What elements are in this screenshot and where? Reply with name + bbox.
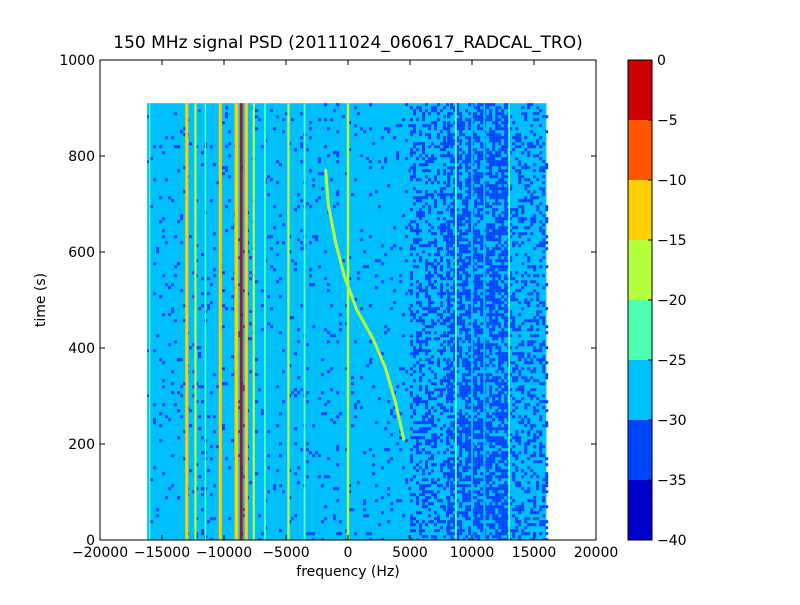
signal-line <box>194 103 197 540</box>
signal-line <box>204 103 207 540</box>
colorbar-segment <box>628 240 652 300</box>
x-tick-label: 20000 <box>574 545 619 561</box>
colorbar-tick-label: −25 <box>657 353 687 369</box>
noise-region <box>410 103 449 540</box>
noise-region <box>147 103 412 540</box>
colorbar-tick-label: −10 <box>657 173 687 189</box>
x-axis: −20000 −15000 −10000 −5000 0 5000 10000 15000 20… <box>72 60 618 561</box>
signal-line <box>346 103 350 540</box>
colorbar-tick-label: −20 <box>657 293 687 309</box>
x-tick-label: −15000 <box>134 545 190 561</box>
colorbar <box>628 60 652 540</box>
colorbar-tick-label: −40 <box>657 533 687 549</box>
drifting-signal <box>324 168 406 441</box>
signal-line <box>471 103 473 540</box>
x-tick-label: −10000 <box>196 545 252 561</box>
colorbar-segment <box>628 360 652 420</box>
colorbar-tick-label: −35 <box>657 473 687 489</box>
y-tick-label: 200 <box>68 437 95 453</box>
colorbar-segment <box>628 60 652 120</box>
colorbar-tick-label: 0 <box>657 53 666 69</box>
y-tick-label: 0 <box>86 533 95 549</box>
colorbar-segment <box>628 480 652 540</box>
noise-region <box>509 103 549 540</box>
y-tick-label: 600 <box>68 245 95 261</box>
x-tick-label: −20000 <box>72 545 128 561</box>
signal-line <box>148 103 151 540</box>
signal-line <box>263 103 266 540</box>
x-tick-label: 5000 <box>392 545 428 561</box>
signal-line <box>454 103 457 540</box>
signal-line <box>244 103 248 540</box>
x-tick-label: −5000 <box>262 545 309 561</box>
colorbar-tick-label: −15 <box>657 233 687 249</box>
y-axis: 0 200 400 600 800 1000 <box>59 53 596 549</box>
x-tick-label: 15000 <box>512 545 557 561</box>
y-axis-label: time (s) <box>33 273 49 327</box>
x-axis-label: frequency (Hz) <box>296 564 399 580</box>
colorbar-axis: 0 −5 −10 −15 −20 −25 −30 −35 −40 <box>648 53 687 549</box>
signal-line <box>240 103 243 540</box>
y-tick-label: 800 <box>68 149 95 165</box>
signal-line <box>508 103 511 540</box>
y-tick-label: 400 <box>68 341 95 357</box>
colorbar-segment <box>628 180 652 240</box>
colorbar-segment <box>628 420 652 480</box>
colorbar-segment <box>628 120 652 180</box>
colorbar-tick-label: −5 <box>657 113 678 129</box>
signal-line <box>252 103 255 540</box>
colorbar-segment <box>628 300 652 360</box>
chart-title: 150 MHz signal PSD (20111024_060617_RADC… <box>113 33 582 53</box>
colorbar-tick-label: −30 <box>657 413 687 429</box>
signal-line <box>234 103 239 540</box>
signal-line <box>303 103 306 540</box>
y-tick-label: 1000 <box>59 53 95 69</box>
signal-line <box>483 103 486 540</box>
x-tick-label: 0 <box>344 545 353 561</box>
x-tick-label: 10000 <box>450 545 495 561</box>
heatmap <box>147 103 549 540</box>
signal-line <box>185 103 189 540</box>
signal-line <box>287 103 290 540</box>
signal-line <box>218 103 222 540</box>
